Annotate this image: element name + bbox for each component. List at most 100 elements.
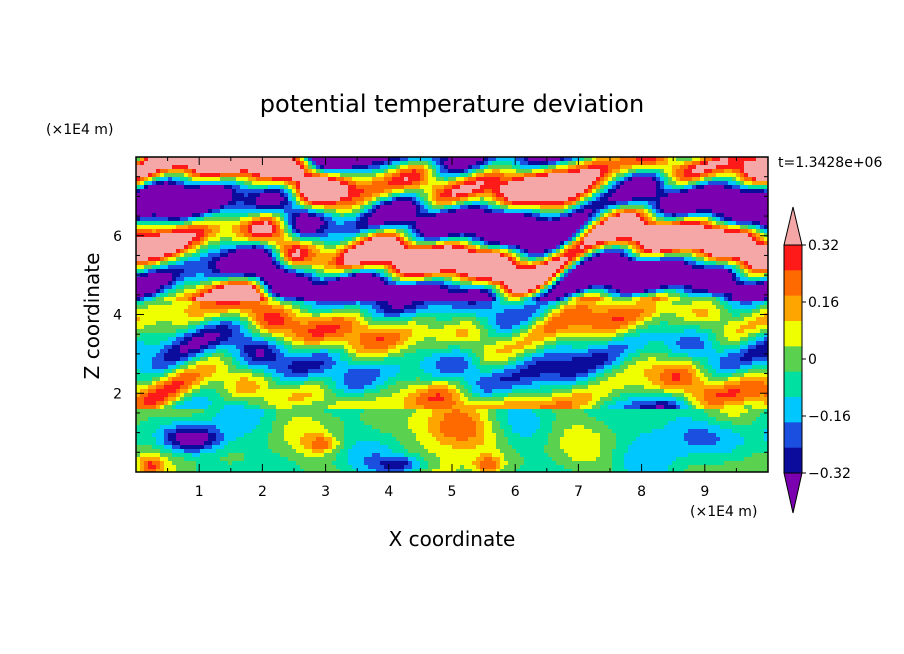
contour-cell <box>736 329 745 334</box>
contour-cell <box>180 445 205 450</box>
contour-cell <box>420 469 433 472</box>
contour-cell <box>764 393 768 398</box>
contour-cell <box>408 393 421 398</box>
contour-cell <box>232 321 241 326</box>
contour-cell <box>300 305 313 310</box>
contour-cell <box>752 301 765 306</box>
contour-cell <box>164 465 177 470</box>
contour-cell <box>688 213 713 218</box>
contour-cell <box>180 373 201 378</box>
contour-cell <box>748 349 768 354</box>
contour-cell <box>424 273 433 278</box>
contour-cell <box>628 449 733 454</box>
contour-cell <box>288 229 293 234</box>
contour-cell <box>284 265 289 270</box>
contour-cell <box>300 309 309 314</box>
contour-cell <box>704 177 713 182</box>
contour-cell <box>152 265 161 270</box>
contour-cell <box>576 257 581 262</box>
contour-cell <box>716 337 729 342</box>
contour-cell <box>236 189 265 194</box>
contour-cell <box>492 425 501 430</box>
contour-cell <box>200 449 217 454</box>
contour-cell <box>492 277 549 282</box>
contour-cell <box>528 289 533 294</box>
contour-cell <box>248 317 253 322</box>
contour-cell <box>548 309 553 314</box>
contour-cell <box>388 377 417 382</box>
contour-cell <box>176 257 181 262</box>
contour-cell <box>172 253 177 258</box>
contour-cell <box>692 381 705 386</box>
contour-cell <box>684 261 689 266</box>
contour-cell <box>724 385 768 390</box>
contour-cell <box>420 185 433 190</box>
contour-cell <box>272 449 297 454</box>
contour-cell <box>628 253 633 258</box>
contour-cell <box>588 413 709 418</box>
contour-cell <box>456 201 465 206</box>
contour-cell <box>156 465 161 470</box>
contour-cell <box>396 341 405 346</box>
contour-cell <box>692 417 717 422</box>
contour-cell <box>576 197 581 202</box>
contour-cell <box>252 217 261 222</box>
contour-cell <box>500 301 525 306</box>
contour-cell <box>324 269 345 274</box>
contour-cell <box>452 245 465 250</box>
colorbar-segment <box>784 397 802 423</box>
contour-cell <box>400 157 409 162</box>
contour-cell <box>328 221 337 226</box>
contour-cell <box>732 373 745 378</box>
contour-cell <box>164 405 173 410</box>
contour-cell <box>644 249 653 254</box>
contour-cell <box>192 177 221 182</box>
contour-cell <box>688 181 697 186</box>
contour-cell <box>404 241 409 246</box>
contour-cell <box>480 237 485 242</box>
contour-cell <box>572 265 577 270</box>
contour-cell <box>252 245 257 250</box>
contour-cell <box>364 389 381 394</box>
contour-cell <box>356 233 361 238</box>
contour-cell <box>424 301 469 306</box>
contour-cell <box>408 237 413 242</box>
contour-cell <box>312 449 325 454</box>
contour-cell <box>676 457 745 462</box>
contour-cell <box>548 257 553 262</box>
contour-cell <box>576 293 581 298</box>
contour-cell <box>536 301 549 306</box>
contour-cell <box>164 373 169 378</box>
contour-cell <box>224 285 253 290</box>
contour-cell <box>588 193 593 198</box>
contour-cell <box>520 325 529 330</box>
contour-cell <box>144 397 165 402</box>
contour-cell <box>756 333 765 338</box>
contour-cell <box>560 441 601 446</box>
contour-cell <box>156 437 165 442</box>
contour-cell <box>648 213 653 218</box>
contour-cell <box>440 269 457 274</box>
contour-cell <box>640 353 669 358</box>
contour-cell <box>388 169 397 174</box>
contour-cell <box>492 429 505 434</box>
contour-cell <box>160 173 165 178</box>
contour-cell <box>484 457 493 462</box>
contour-cell <box>232 237 249 242</box>
contour-cell <box>748 173 768 178</box>
contour-cell <box>664 169 673 174</box>
contour-cell <box>188 177 193 182</box>
contour-cell <box>464 181 477 186</box>
contour-cell <box>556 305 561 310</box>
contour-cell <box>396 373 433 378</box>
contour-cell <box>264 337 277 342</box>
contour-cell <box>692 377 701 382</box>
contour-cell <box>384 381 397 386</box>
contour-cell <box>488 281 493 286</box>
contour-cell <box>720 425 768 430</box>
contour-cell <box>652 249 661 254</box>
contour-cell <box>140 157 145 162</box>
contour-cell <box>388 181 413 186</box>
contour-cell <box>216 389 229 394</box>
contour-cell <box>504 365 517 370</box>
